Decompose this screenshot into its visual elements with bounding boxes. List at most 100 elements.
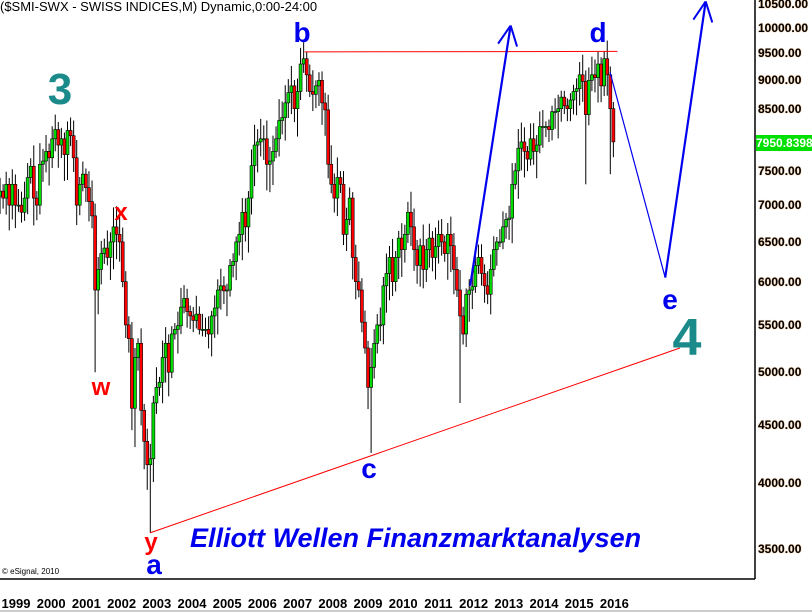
candle — [139, 328, 143, 426]
candle — [605, 40, 610, 96]
candle-body — [127, 324, 131, 339]
candle-body — [522, 141, 527, 152]
candle-body — [268, 160, 272, 165]
wave-label-3: 3 — [47, 65, 73, 114]
price-tick-label: 7500.00 — [758, 163, 802, 178]
candle-body — [436, 234, 441, 247]
candle-body — [433, 246, 438, 258]
price-tick-label: 3500.00 — [758, 542, 802, 557]
candle — [154, 367, 159, 414]
candle-body — [117, 234, 122, 243]
candle — [243, 198, 248, 242]
arrowhead-icon — [704, 1, 714, 23]
wave-label-4: 4 — [672, 309, 702, 367]
candle-body — [485, 285, 490, 295]
candle-body — [228, 265, 232, 291]
candle-body — [200, 329, 205, 331]
wave-projection-line — [469, 25, 512, 287]
trendline-horizontal-resistance — [304, 50, 618, 53]
candle — [353, 244, 358, 300]
candle — [461, 306, 465, 345]
candle-body — [81, 173, 85, 185]
candle — [22, 181, 27, 221]
candle — [344, 207, 349, 251]
candle — [510, 163, 514, 244]
candle-body — [231, 261, 235, 266]
candle — [427, 223, 432, 268]
candle — [258, 118, 263, 157]
candle — [421, 224, 426, 289]
candle — [1, 184, 5, 209]
candle-body — [188, 311, 192, 317]
candle-body — [280, 117, 284, 121]
candle — [90, 180, 94, 229]
candle — [145, 428, 150, 490]
candle — [25, 163, 30, 215]
candle — [160, 340, 165, 404]
candle — [16, 188, 21, 212]
year-tick-label: 2009 — [353, 596, 383, 611]
candle — [357, 261, 361, 298]
candle-body — [353, 257, 358, 282]
candle — [513, 163, 518, 190]
candle-body — [605, 58, 610, 76]
candle-body — [531, 138, 536, 152]
candle — [228, 259, 232, 297]
candle — [173, 323, 177, 340]
candle — [96, 256, 100, 315]
candle — [50, 126, 54, 169]
candle-body — [565, 105, 570, 110]
candle — [240, 198, 245, 261]
candle — [326, 94, 330, 179]
candle-body — [108, 241, 113, 258]
candle — [583, 70, 588, 185]
price-tick-label: 9500.00 — [758, 46, 802, 61]
candle-body — [547, 126, 551, 130]
candle — [442, 235, 447, 262]
candle — [608, 66, 613, 175]
wave-label-y: y — [144, 529, 158, 556]
candle-body — [163, 342, 168, 358]
candle — [59, 127, 64, 159]
candle-body — [498, 241, 502, 244]
candle — [56, 122, 61, 168]
candle — [74, 139, 79, 226]
candle-body — [68, 130, 73, 137]
candle — [277, 99, 281, 157]
candle-body — [510, 183, 514, 219]
trendline-support — [149, 347, 681, 534]
candle-body — [344, 219, 349, 235]
candle — [452, 233, 456, 295]
candle-body — [222, 285, 226, 292]
candle — [458, 270, 462, 403]
candle — [203, 317, 208, 337]
overlay-layer — [149, 0, 714, 534]
candle — [596, 51, 600, 103]
candle-body — [261, 138, 266, 141]
candle-body — [541, 126, 545, 128]
candle-body — [292, 85, 297, 110]
candle — [562, 90, 567, 115]
candle — [93, 203, 97, 373]
wave-label-x: x — [114, 199, 128, 226]
candle-body — [519, 141, 524, 149]
candle-body — [528, 138, 533, 160]
candle — [565, 98, 570, 122]
candle-body — [265, 138, 269, 165]
candles-layer — [0, 40, 616, 533]
candle-body — [93, 215, 97, 291]
candle-body — [133, 357, 137, 409]
candle-body — [246, 197, 251, 228]
candle-body — [421, 245, 426, 270]
candle-body — [399, 237, 404, 250]
candle-body — [418, 245, 422, 266]
candle-body — [504, 219, 508, 228]
candle — [488, 254, 493, 315]
candle — [602, 51, 606, 96]
candle-body — [41, 160, 45, 165]
candle-body — [219, 285, 223, 291]
candle — [157, 376, 162, 396]
candle — [393, 251, 398, 292]
candle — [399, 223, 404, 277]
candle-body — [59, 138, 64, 146]
